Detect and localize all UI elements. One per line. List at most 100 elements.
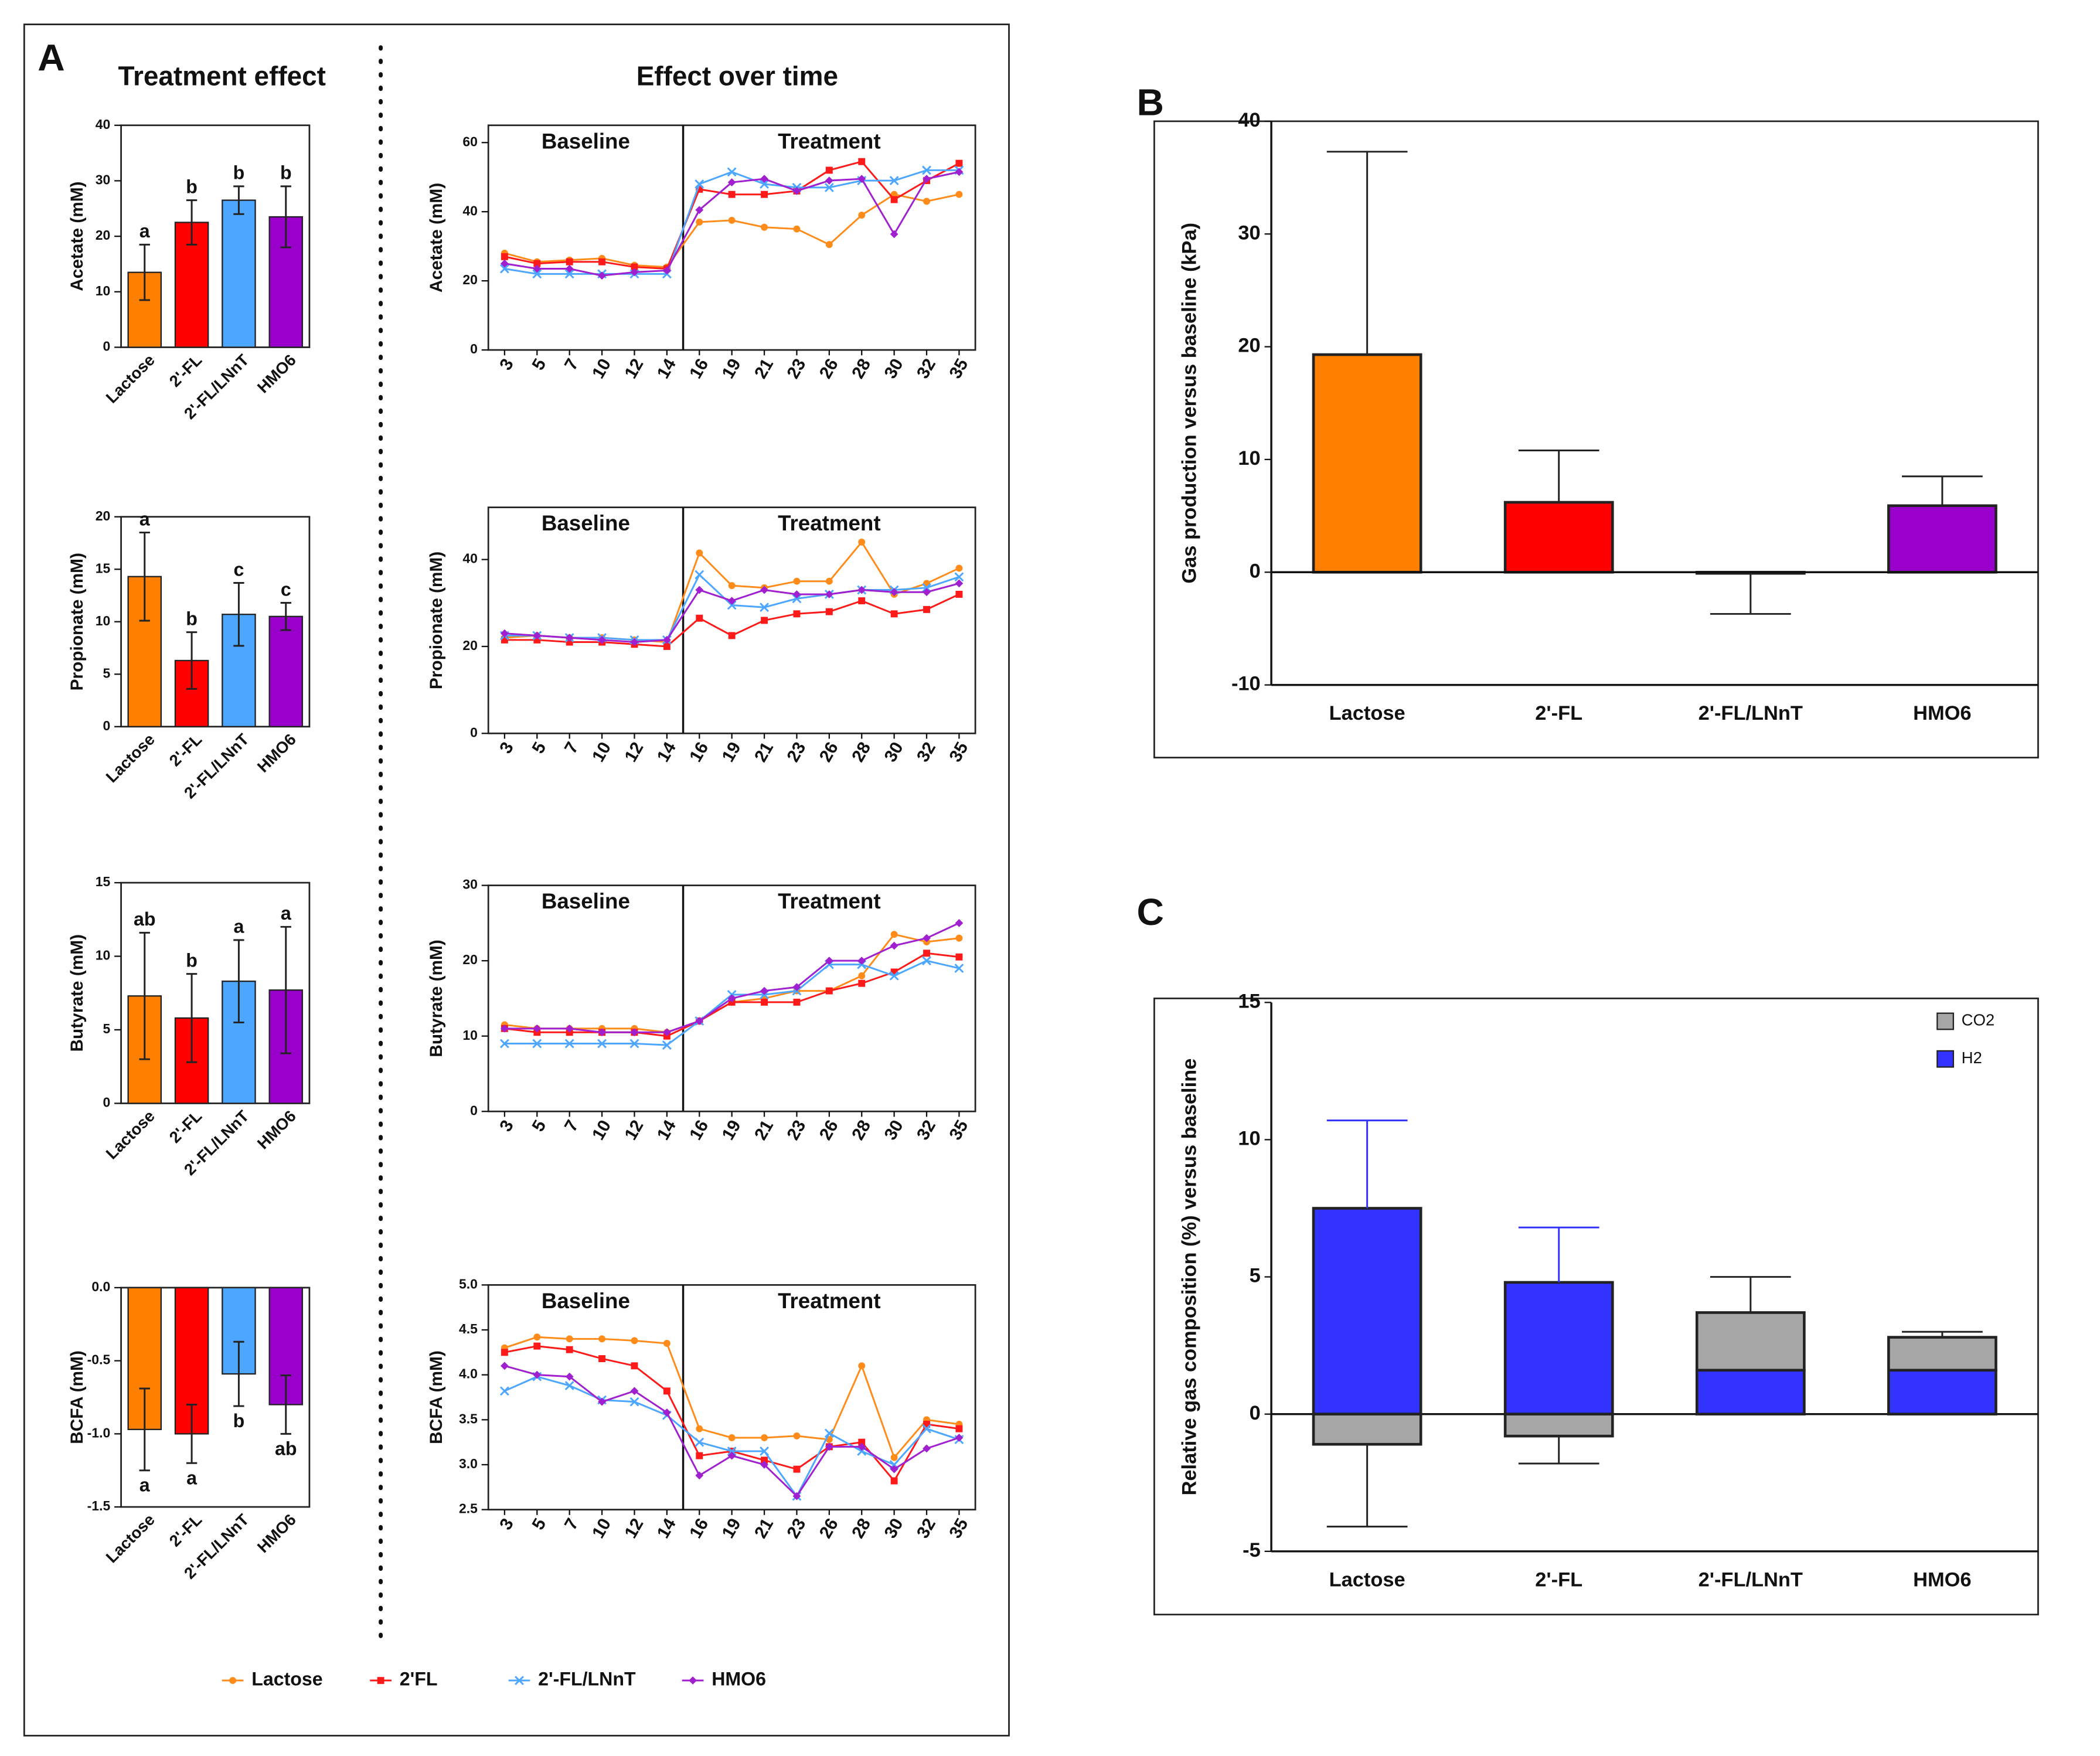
marker [922, 165, 931, 175]
y-tick-label: 20 [462, 952, 478, 967]
significance-letter: a [233, 916, 244, 937]
marker [890, 610, 898, 618]
marker [597, 1039, 607, 1049]
marker [923, 950, 930, 957]
marker [890, 931, 898, 938]
marker [955, 919, 964, 927]
y-tick-label: 3.0 [459, 1456, 478, 1471]
y-tick-label: 3.5 [459, 1411, 478, 1426]
y-tick-label: 60 [462, 134, 478, 149]
y-tick-label: 5 [1250, 1265, 1261, 1287]
marker [923, 934, 931, 942]
legend-label: Lactose [251, 1669, 322, 1690]
marker [566, 638, 573, 646]
marker [696, 1452, 703, 1459]
significance-letter: c [281, 578, 291, 600]
marker [631, 1337, 638, 1345]
significance-letter: ab [275, 1438, 297, 1459]
y-axis-label: BCFA (mM) [427, 1350, 446, 1444]
marker [598, 1355, 606, 1363]
marker [857, 175, 866, 183]
marker [792, 983, 801, 992]
marker [760, 986, 768, 995]
panel-c-frame [1153, 998, 2039, 1616]
marker [499, 1039, 509, 1049]
y-tick-label: 2.5 [459, 1501, 478, 1516]
marker [955, 1434, 964, 1442]
marker [890, 588, 898, 597]
marker [499, 264, 509, 274]
marker [825, 957, 833, 965]
legend-label: H2 [1962, 1049, 1982, 1067]
marker [696, 549, 703, 557]
y-axis-label: BCFA (mM) [67, 1350, 87, 1444]
plot-frame [120, 1287, 311, 1508]
y-tick-label: 15 [1238, 990, 1260, 1012]
marker [890, 1465, 898, 1473]
marker [824, 1428, 834, 1438]
y-tick-label: -10 [1231, 673, 1261, 695]
marker [598, 1028, 606, 1037]
significance-letter: ab [134, 908, 155, 930]
y-tick-label: 0 [470, 341, 478, 356]
y-tick-label: -1.0 [87, 1425, 111, 1440]
marker [662, 1040, 672, 1050]
phase-label: Baseline [542, 889, 630, 913]
marker [760, 1447, 769, 1456]
y-axis-label: Propionate (mM) [427, 552, 446, 689]
y-tick-label: -0.5 [87, 1352, 111, 1367]
panel-label: C [1137, 891, 1164, 933]
y-tick-label: 30 [96, 172, 111, 188]
marker [923, 1421, 930, 1428]
marker [533, 1370, 542, 1379]
marker [890, 1454, 898, 1461]
significance-letter: a [139, 508, 151, 529]
y-axis-label: Butyrate (mM) [67, 934, 87, 1052]
y-tick-label: 20 [96, 227, 111, 243]
marker [728, 190, 736, 198]
panel-label: A [38, 37, 64, 79]
y-tick-label: 30 [1238, 222, 1260, 244]
marker [630, 1028, 639, 1037]
marker [598, 258, 606, 266]
x-tick-label: 2'-FL [1535, 702, 1582, 724]
marker [533, 260, 541, 267]
marker [727, 1447, 737, 1456]
y-axis-label: Gas production versus baseline (kPa) [1178, 223, 1200, 584]
marker [889, 176, 899, 186]
panel-a-frame [23, 23, 1010, 1737]
marker [825, 987, 833, 995]
marker [890, 1477, 898, 1485]
marker [662, 1028, 671, 1037]
marker [954, 964, 964, 973]
y-tick-label: 0 [103, 339, 110, 354]
marker [760, 586, 768, 594]
marker [858, 1362, 866, 1370]
y-tick-label: 15 [96, 874, 111, 889]
marker [923, 1444, 931, 1453]
y-tick-label: 30 [462, 877, 478, 892]
marker [631, 1362, 638, 1370]
significance-letter: b [186, 176, 198, 197]
significance-letter: b [233, 1410, 245, 1431]
bar [222, 1287, 256, 1375]
marker [501, 629, 509, 638]
x-tick-label: HMO6 [1913, 702, 1971, 724]
phase-label: Treatment [778, 129, 881, 153]
bar-segment [1503, 1281, 1614, 1415]
marker [501, 259, 509, 268]
marker [564, 1381, 574, 1391]
marker [858, 538, 866, 546]
marker [793, 610, 801, 618]
bar [222, 199, 256, 348]
marker [598, 635, 606, 644]
marker [760, 175, 768, 183]
y-tick-label: 15 [96, 560, 111, 576]
y-axis-label: Butyrate (mM) [427, 940, 446, 1057]
phase-label: Baseline [542, 511, 630, 535]
y-tick-label: 4.5 [459, 1321, 478, 1336]
marker [662, 635, 671, 644]
x-tick-label: Lactose [1329, 1568, 1405, 1591]
